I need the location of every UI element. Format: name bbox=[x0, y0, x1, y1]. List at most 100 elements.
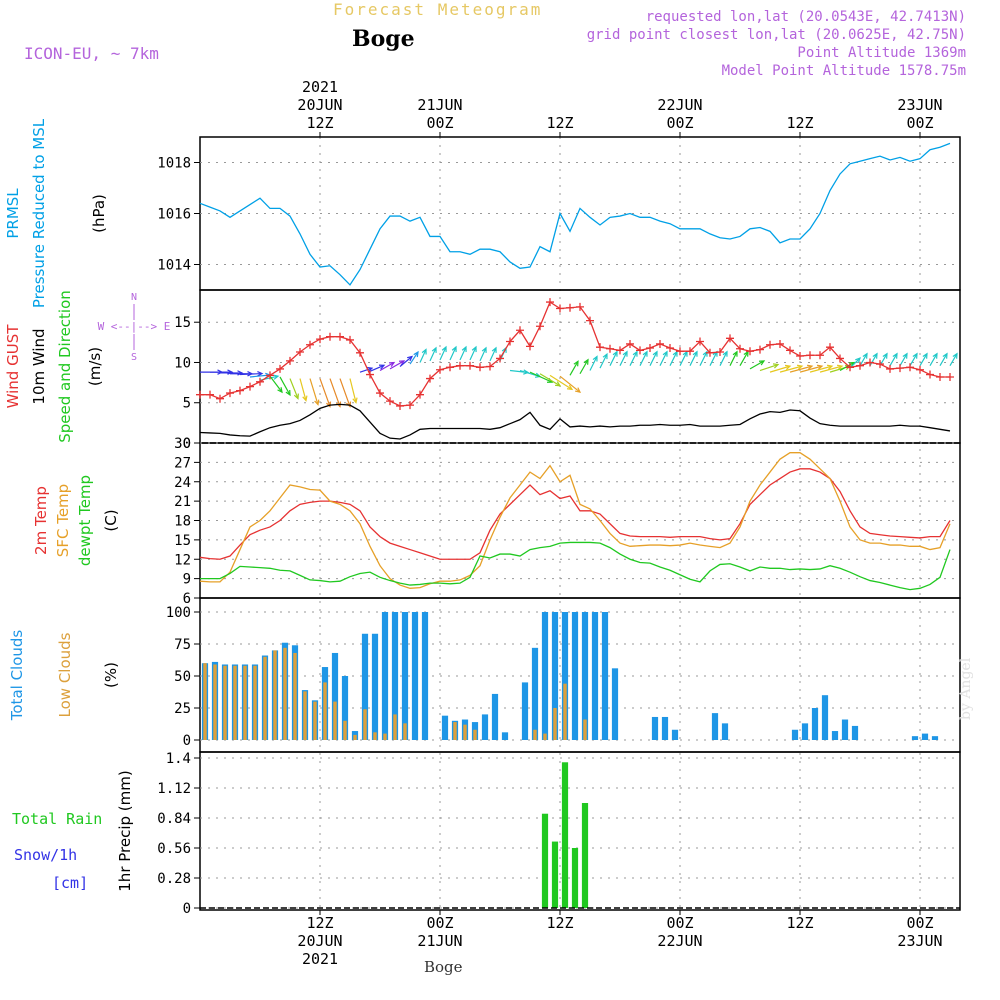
wind-arrow bbox=[679, 351, 688, 366]
wind-arrow bbox=[469, 346, 477, 361]
wind-arrow-head bbox=[758, 360, 766, 366]
bar bbox=[371, 633, 379, 740]
panel-unit: (m/s) bbox=[86, 347, 104, 386]
wind-arrow bbox=[729, 351, 738, 366]
gust-marker bbox=[656, 339, 664, 348]
bar-low bbox=[373, 732, 377, 740]
wind-arrow-head bbox=[952, 352, 958, 359]
bar bbox=[481, 714, 489, 740]
gust-marker bbox=[456, 361, 464, 370]
bar-low bbox=[313, 701, 317, 740]
wind-arrow bbox=[799, 365, 823, 373]
bar bbox=[711, 713, 719, 740]
series-line bbox=[199, 403, 951, 440]
panel-3: 6 9 12 15 18 21 24 27 30 2m Temp SFC Temp dewpt Tem… bbox=[32, 436, 961, 607]
wind-arrow-head bbox=[277, 387, 283, 394]
wind-arrow bbox=[419, 349, 427, 363]
wind-arrow bbox=[689, 351, 698, 366]
compass-we: W <--|--> E bbox=[98, 320, 171, 333]
gust-marker bbox=[936, 372, 944, 381]
wind-arrow-head bbox=[892, 352, 898, 359]
panel-label: dewpt Temp bbox=[76, 475, 94, 566]
y-tick-label: 9 bbox=[183, 572, 191, 588]
gust-marker bbox=[826, 343, 834, 352]
wind-arrow-head bbox=[902, 352, 908, 359]
y-tick-label: 50 bbox=[174, 669, 191, 685]
model-point-altitude: Model Point Altitude 1578.75m bbox=[721, 63, 966, 79]
wind-arrow-head bbox=[227, 369, 234, 375]
wind-arrow-head bbox=[314, 399, 320, 406]
panel-label: 2m Temp bbox=[32, 486, 50, 555]
bar bbox=[841, 719, 849, 740]
y-tick-label: 15 bbox=[174, 315, 191, 331]
watermark: by Angel bbox=[958, 657, 974, 720]
bar-low bbox=[233, 665, 237, 740]
gust-marker bbox=[706, 348, 714, 357]
wind-arrow-head bbox=[732, 350, 738, 357]
time-label-bottom: 12Z bbox=[786, 914, 813, 932]
bar bbox=[661, 716, 669, 740]
panel-label: 10m Wind bbox=[30, 328, 48, 404]
wind-arrow-head bbox=[566, 384, 574, 391]
precip-legend: Snow/1h bbox=[14, 846, 77, 864]
bar bbox=[911, 736, 919, 740]
wind-arrow-head bbox=[366, 366, 374, 373]
y-tick-label: 1018 bbox=[157, 156, 191, 172]
wind-arrow-head bbox=[398, 360, 406, 366]
gust-marker bbox=[526, 342, 534, 351]
gust-marker bbox=[596, 343, 604, 352]
bar-low bbox=[393, 714, 397, 740]
bar bbox=[341, 676, 349, 740]
y-tick-label: 75 bbox=[174, 637, 191, 653]
wind-arrow-head bbox=[491, 346, 497, 353]
wind-arrow-head bbox=[816, 364, 824, 370]
wind-arrow-head bbox=[413, 350, 419, 358]
panel-label: PRMSL bbox=[4, 188, 22, 239]
gust-marker bbox=[576, 302, 584, 311]
gust-marker bbox=[256, 377, 264, 386]
bar-low bbox=[333, 701, 337, 740]
wind-arrow-head bbox=[302, 395, 308, 402]
wind-arrow bbox=[899, 353, 908, 366]
bar bbox=[671, 729, 679, 740]
y-tick-label: 25 bbox=[174, 701, 191, 717]
wind-arrow bbox=[709, 351, 718, 366]
bar bbox=[791, 729, 799, 740]
bar bbox=[931, 736, 939, 740]
wind-arrow bbox=[639, 351, 648, 366]
time-label-bottom: 23JUN bbox=[897, 932, 942, 950]
bar-low bbox=[273, 650, 277, 740]
wind-arrow bbox=[289, 378, 299, 399]
y-tick-label: 5 bbox=[183, 396, 191, 412]
precip-legend: [cm] bbox=[52, 874, 88, 892]
bar bbox=[601, 612, 609, 740]
wind-arrow bbox=[929, 353, 938, 366]
y-tick-label: 18 bbox=[174, 514, 191, 530]
y-tick-label: 0.56 bbox=[157, 841, 191, 857]
bar bbox=[551, 841, 559, 908]
bar bbox=[571, 612, 579, 740]
y-tick-label: 21 bbox=[174, 494, 191, 510]
wind-arrow-head bbox=[796, 364, 804, 370]
time-label-top: 22JUN bbox=[657, 96, 702, 114]
wind-arrow bbox=[489, 347, 497, 362]
gust-marker bbox=[376, 389, 384, 398]
wind-arrow-head bbox=[692, 350, 698, 357]
y-tick-label: 24 bbox=[174, 475, 191, 491]
wind-arrow bbox=[719, 351, 728, 366]
wind-arrow bbox=[399, 356, 413, 367]
bar-low bbox=[533, 729, 537, 740]
wind-arrow bbox=[549, 374, 573, 390]
wind-arrow bbox=[429, 347, 437, 362]
wind-arrow-head bbox=[855, 357, 861, 364]
bar bbox=[491, 693, 499, 740]
bar-low bbox=[213, 664, 217, 740]
wind-arrow bbox=[749, 360, 765, 370]
point-altitude: Point Altitude 1369m bbox=[797, 45, 966, 61]
wind-arrow bbox=[349, 378, 357, 403]
y-tick-label: 1016 bbox=[157, 207, 191, 223]
panel-5: 0 0.28 0.56 0.84 1.12 1.4 Total Rain Snow/1h [cm… bbox=[12, 751, 961, 917]
bar bbox=[561, 612, 569, 740]
bar-low bbox=[353, 734, 357, 740]
grid-point-coords: grid point closest lon,lat (20.0625E, 42… bbox=[586, 27, 966, 43]
